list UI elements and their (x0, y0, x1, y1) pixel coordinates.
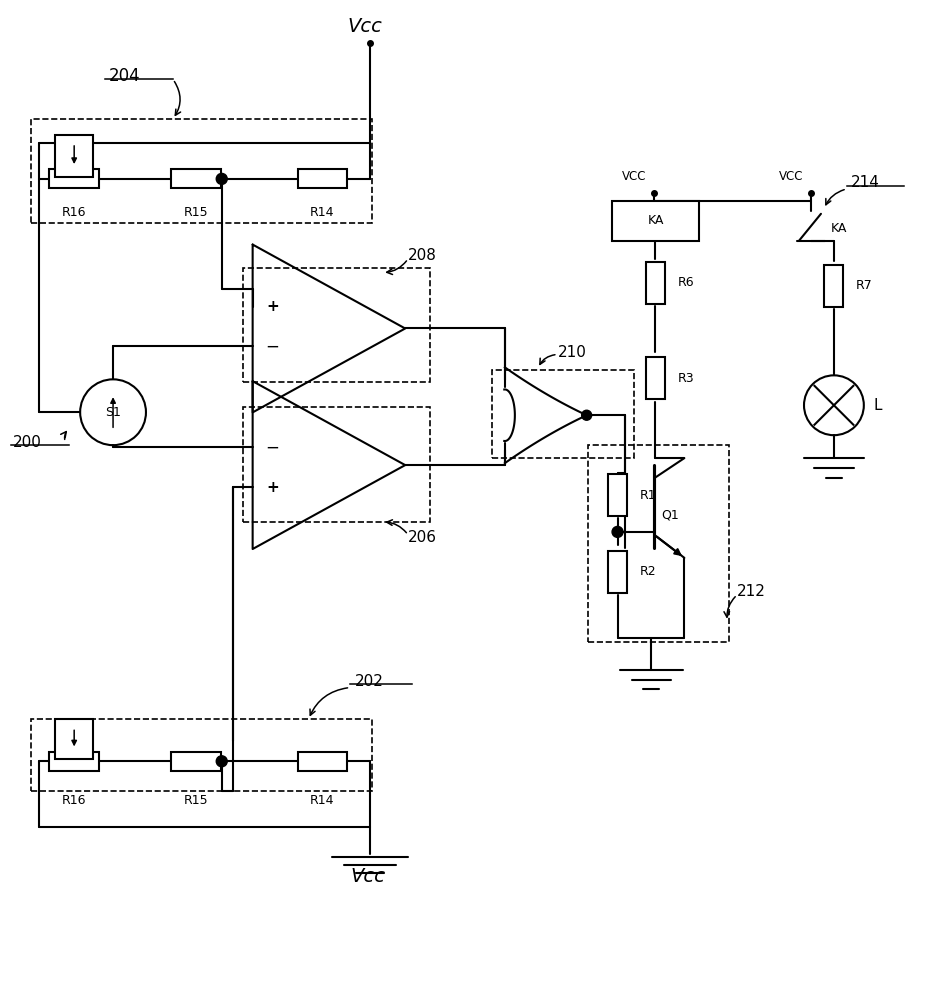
Text: R6: R6 (677, 276, 694, 289)
Text: +: + (266, 299, 279, 314)
Bar (492, 370, 633, 458)
Bar (171, 752, 220, 771)
Text: Vcc: Vcc (351, 867, 386, 886)
Text: KA: KA (831, 222, 847, 235)
Text: 210: 210 (558, 345, 586, 360)
Bar (31, 719, 372, 791)
Bar (646, 357, 665, 399)
Text: R1: R1 (640, 489, 656, 502)
Text: VCC: VCC (779, 170, 803, 183)
Bar (646, 262, 665, 304)
Circle shape (613, 526, 623, 537)
Text: S1: S1 (105, 406, 121, 419)
Text: R14: R14 (310, 206, 335, 219)
Text: 204: 204 (109, 67, 141, 85)
Bar (608, 551, 627, 593)
Text: L: L (874, 398, 883, 413)
Bar (55, 719, 93, 759)
Bar (587, 445, 729, 642)
Text: +: + (266, 480, 279, 495)
Text: R15: R15 (184, 206, 208, 219)
Bar (243, 268, 431, 382)
Text: −: − (265, 438, 280, 456)
Bar (297, 752, 347, 771)
Bar (31, 119, 372, 223)
Bar (50, 169, 99, 188)
Bar (243, 407, 431, 522)
Bar (825, 265, 843, 307)
Bar (612, 201, 700, 241)
Bar (608, 474, 627, 516)
Text: 200: 200 (13, 435, 42, 450)
Bar (297, 169, 347, 188)
Text: R2: R2 (640, 565, 656, 578)
Text: 208: 208 (408, 248, 437, 263)
Circle shape (217, 756, 227, 767)
Bar (50, 752, 99, 771)
Text: R15: R15 (184, 794, 208, 807)
Text: 212: 212 (737, 584, 766, 599)
Text: R14: R14 (310, 794, 335, 807)
Circle shape (582, 410, 592, 420)
Text: 206: 206 (408, 530, 437, 545)
Text: 202: 202 (356, 674, 385, 689)
Text: R7: R7 (855, 279, 872, 292)
Text: VCC: VCC (622, 170, 647, 183)
Text: −: − (265, 337, 280, 355)
Circle shape (217, 173, 227, 184)
Text: R3: R3 (677, 372, 694, 385)
Bar (171, 169, 220, 188)
Text: Q1: Q1 (661, 508, 679, 521)
Bar (55, 135, 93, 177)
Text: R16: R16 (62, 206, 86, 219)
Text: Vcc: Vcc (348, 17, 383, 36)
Text: KA: KA (647, 214, 663, 227)
Text: R16: R16 (62, 794, 86, 807)
Text: 214: 214 (851, 175, 880, 190)
